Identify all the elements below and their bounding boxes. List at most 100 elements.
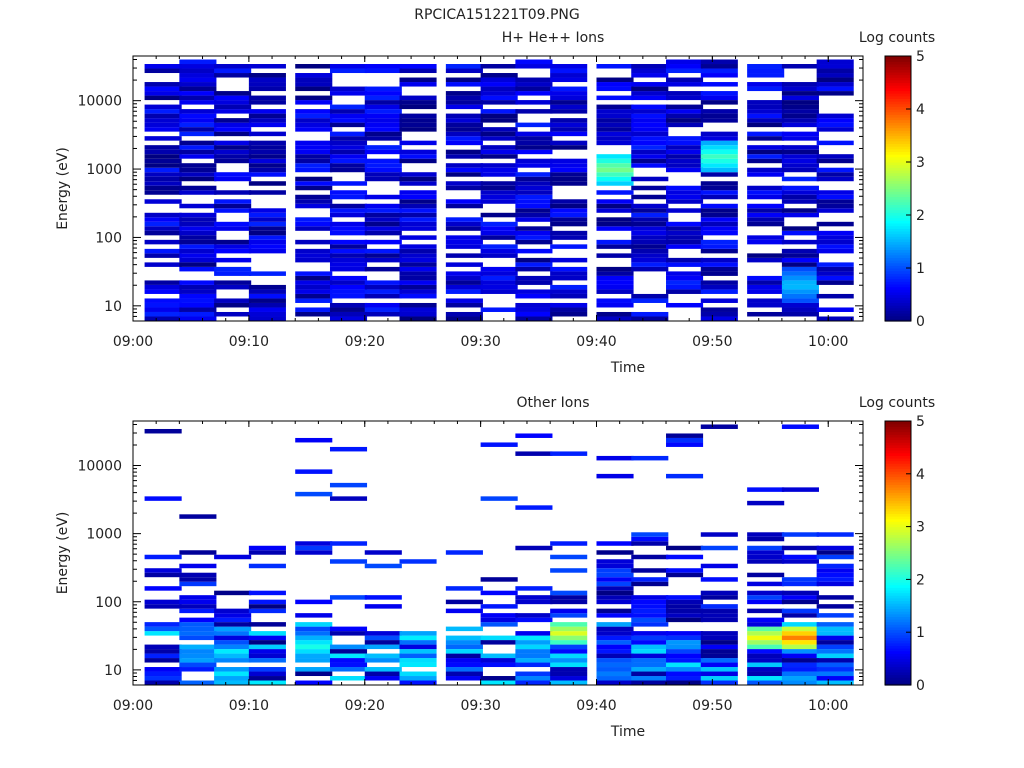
heatmap-cell: [596, 208, 634, 213]
heatmap-cell: [596, 622, 634, 627]
heatmap-cell: [666, 680, 704, 685]
heatmap-cell: [248, 208, 286, 213]
heatmap-cell: [144, 680, 182, 685]
heatmap-cell: [781, 100, 819, 105]
heatmap-cell: [214, 298, 252, 303]
heatmap-cell: [747, 572, 785, 578]
heatmap-cell: [480, 271, 518, 276]
heatmap-cell: [700, 604, 738, 609]
heatmap-cell: [214, 626, 252, 632]
colorbar-segment: [885, 457, 911, 462]
colorbar-segment: [885, 265, 911, 269]
heatmap-cell: [214, 631, 252, 636]
heatmap-cell: [596, 109, 634, 114]
heatmap-cell: [480, 230, 518, 236]
heatmap-cell: [399, 680, 437, 685]
heatmap-cell: [781, 95, 819, 101]
heatmap-cell: [179, 118, 217, 123]
heatmap-cell: [248, 604, 286, 609]
colorbar-segment: [885, 140, 911, 145]
heatmap-cell: [364, 104, 402, 110]
heatmap-cell: [399, 248, 437, 254]
heatmap-cell: [816, 581, 854, 587]
heatmap-cell: [214, 140, 252, 146]
heatmap-cell: [329, 190, 368, 195]
colorbar-segment: [885, 468, 911, 472]
heatmap-cell: [515, 122, 553, 128]
heatmap-cell: [179, 154, 217, 159]
heatmap-cell: [399, 140, 437, 146]
heatmap-cell: [480, 635, 518, 641]
colorbar-segment: [885, 447, 911, 451]
colorbar-segment: [885, 95, 911, 99]
heatmap-cell: [747, 289, 785, 294]
heatmap-cell: [747, 64, 785, 69]
heatmap-cell: [550, 653, 588, 659]
heatmap-cell: [144, 280, 182, 285]
heatmap-cell: [515, 235, 553, 240]
colorbar-segment: [885, 666, 911, 670]
colorbar-segment: [885, 608, 911, 612]
heatmap-cell: [596, 131, 634, 137]
heatmap-cell: [214, 239, 252, 245]
heatmap-cell: [144, 671, 182, 677]
heatmap-cell: [631, 577, 669, 582]
heatmap-cell: [596, 676, 634, 681]
heatmap-cell: [596, 239, 634, 245]
colorbar-tick-label: 2: [916, 572, 925, 588]
heatmap-cell: [295, 221, 333, 227]
heatmap-cell: [214, 158, 252, 164]
colorbar: 0 1 2 3 4 5 Log counts: [859, 30, 935, 330]
heatmap-cell: [747, 536, 785, 542]
heatmap-cell: [596, 136, 634, 141]
colorbar-segment: [885, 465, 911, 470]
x-tick-label: 09:50: [692, 334, 732, 350]
heatmap-cell: [179, 244, 217, 249]
heatmap-cell: [747, 284, 785, 290]
heatmap-cell: [445, 280, 483, 285]
heatmap-cell: [816, 194, 854, 200]
heatmap-cell: [550, 676, 588, 681]
colorbar-tick-label: 4: [916, 102, 925, 118]
heatmap-cell: [631, 226, 669, 231]
colorbar-segment: [885, 143, 911, 147]
heatmap-cell: [399, 217, 437, 222]
heatmap-cell: [248, 140, 286, 146]
heatmap-cell: [214, 676, 252, 681]
colorbar-label: Log counts: [859, 30, 935, 46]
heatmap-cell: [515, 185, 553, 191]
heatmap-cell: [295, 82, 333, 87]
heatmap-cell: [666, 442, 704, 447]
heatmap-cell: [399, 118, 437, 123]
heatmap-cell: [364, 86, 402, 92]
heatmap-cell: [399, 199, 437, 204]
heatmap-cell: [248, 599, 286, 605]
heatmap-cell: [631, 95, 669, 101]
heatmap-cell: [445, 118, 483, 123]
colorbar-segment: [885, 196, 911, 200]
heatmap-cell: [399, 190, 437, 195]
heatmap-cell: [144, 113, 182, 119]
heatmap-cell: [515, 505, 553, 510]
heatmap-cell: [329, 644, 368, 650]
heatmap-cell: [179, 608, 217, 614]
heatmap-cell: [666, 676, 704, 681]
heatmap-cell: [816, 172, 854, 177]
heatmap-cell: [179, 109, 217, 114]
heatmap-cell: [550, 271, 588, 276]
heatmap-cell: [364, 550, 402, 555]
heatmap-cell: [144, 149, 182, 155]
heatmap-cell: [666, 262, 704, 267]
colorbar-segment: [885, 61, 911, 65]
heatmap-cell: [179, 307, 217, 312]
heatmap-cell: [295, 73, 333, 78]
heatmap-cell: [781, 640, 819, 645]
colorbar-segment: [885, 109, 911, 113]
heatmap-cell: [399, 194, 437, 200]
heatmap-cell: [666, 235, 704, 240]
heatmap-cell: [399, 203, 437, 209]
colorbar-segment: [885, 82, 911, 86]
heatmap-cell: [329, 136, 368, 141]
heatmap-cell: [515, 635, 553, 641]
heatmap-cell: [480, 676, 518, 681]
